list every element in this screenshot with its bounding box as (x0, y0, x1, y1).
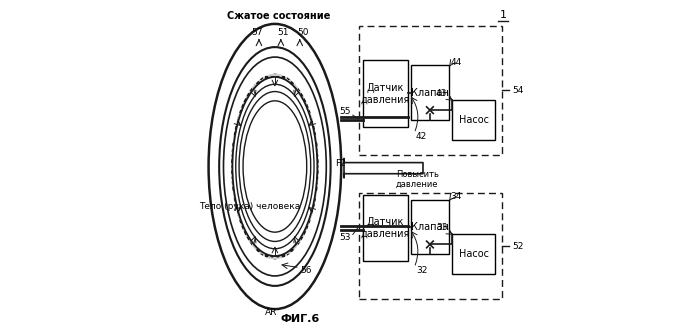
Bar (359, 193, 502, 299)
Text: Клапан: Клапан (411, 222, 449, 232)
Text: Датчик
давления: Датчик давления (361, 217, 410, 239)
Text: Тело (рука) человека: Тело (рука) человека (199, 202, 300, 211)
Text: Насос: Насос (459, 249, 489, 259)
Text: F2: F2 (336, 159, 346, 168)
Ellipse shape (224, 57, 326, 276)
Ellipse shape (208, 24, 341, 309)
Text: 44: 44 (451, 58, 462, 67)
Text: 42: 42 (416, 132, 427, 141)
Text: 51: 51 (278, 28, 289, 37)
Bar (452, 100, 496, 140)
Bar (411, 65, 449, 120)
Bar (411, 200, 449, 254)
Ellipse shape (231, 74, 319, 259)
Text: AR: AR (266, 308, 278, 317)
Text: 53: 53 (340, 233, 351, 242)
Text: 33: 33 (435, 223, 447, 232)
Text: Датчик
давления: Датчик давления (361, 83, 410, 104)
Text: Сжатое состояние: Сжатое состояние (226, 11, 330, 21)
Ellipse shape (209, 25, 340, 308)
Ellipse shape (219, 47, 331, 286)
Ellipse shape (233, 77, 317, 256)
Bar (363, 195, 408, 261)
Text: 57: 57 (251, 28, 262, 37)
Text: 56: 56 (301, 266, 312, 275)
Text: 43: 43 (436, 89, 447, 98)
Text: 1: 1 (500, 10, 507, 20)
Ellipse shape (243, 101, 307, 232)
Ellipse shape (239, 92, 310, 241)
Ellipse shape (236, 84, 314, 249)
Text: 55: 55 (340, 107, 351, 116)
Text: Клапан: Клапан (411, 88, 449, 98)
Bar (359, 26, 502, 155)
Text: 32: 32 (416, 266, 427, 275)
Text: ФИГ.6: ФИГ.6 (280, 314, 319, 324)
Text: 54: 54 (512, 86, 524, 95)
Text: 34: 34 (451, 192, 462, 201)
Text: Насос: Насос (459, 115, 489, 125)
Text: 50: 50 (297, 28, 309, 37)
Text: 52: 52 (512, 241, 524, 251)
Bar (452, 234, 496, 274)
Text: Повысить
давление: Повысить давление (396, 170, 439, 189)
Bar (363, 60, 408, 127)
